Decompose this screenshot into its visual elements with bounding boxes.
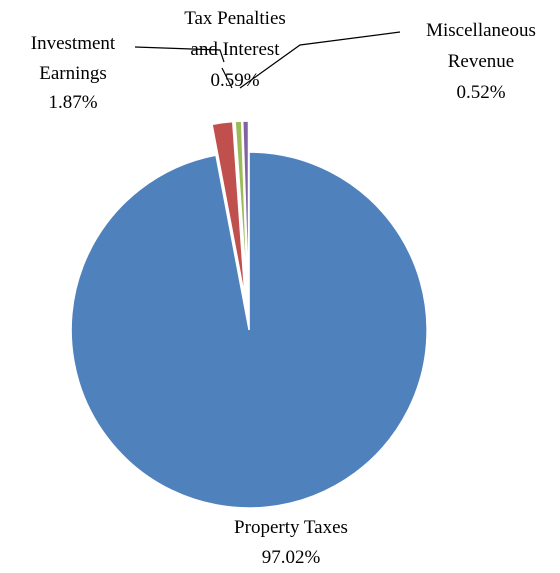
label-property-taxes-name: Property Taxes	[234, 517, 348, 538]
pie-slice-investment-earnings	[211, 120, 246, 300]
label-tax-penalties-percent: 0.59%	[210, 70, 259, 91]
label-tax-penalties-name-2: and Interest	[190, 39, 280, 60]
label-misc-revenue-percent: 0.52%	[456, 82, 505, 103]
label-property-taxes-percent: 97.02%	[262, 547, 321, 568]
leader-lines	[134, 31, 401, 89]
label-misc-revenue: Miscellaneous Revenue 0.52%	[426, 20, 536, 103]
label-investment-earnings: Investment Earnings 1.87%	[31, 33, 116, 113]
pie-slice-miscellaneous-revenue	[241, 120, 250, 300]
label-misc-revenue-name-2: Revenue	[448, 51, 514, 72]
label-property-taxes: Property Taxes 97.02%	[234, 517, 348, 568]
pie-slice-tax-penalties-and-interest	[234, 120, 249, 300]
pie-slice-property-taxes	[70, 151, 428, 509]
label-misc-revenue-name-1: Miscellaneous	[426, 20, 536, 41]
label-tax-penalties: Tax Penalties and Interest 0.59%	[184, 8, 286, 91]
leader-line-investment-earnings	[134, 46, 225, 63]
label-tax-penalties-name-1: Tax Penalties	[184, 8, 286, 29]
label-investment-earnings-name-1: Investment	[31, 33, 116, 54]
leader-line-misc-revenue	[239, 31, 401, 89]
label-investment-earnings-name-2: Earnings	[39, 63, 107, 84]
leader-line-tax-penalties	[221, 67, 233, 89]
pie-slices	[70, 120, 428, 509]
label-investment-earnings-percent: 1.87%	[48, 92, 97, 113]
